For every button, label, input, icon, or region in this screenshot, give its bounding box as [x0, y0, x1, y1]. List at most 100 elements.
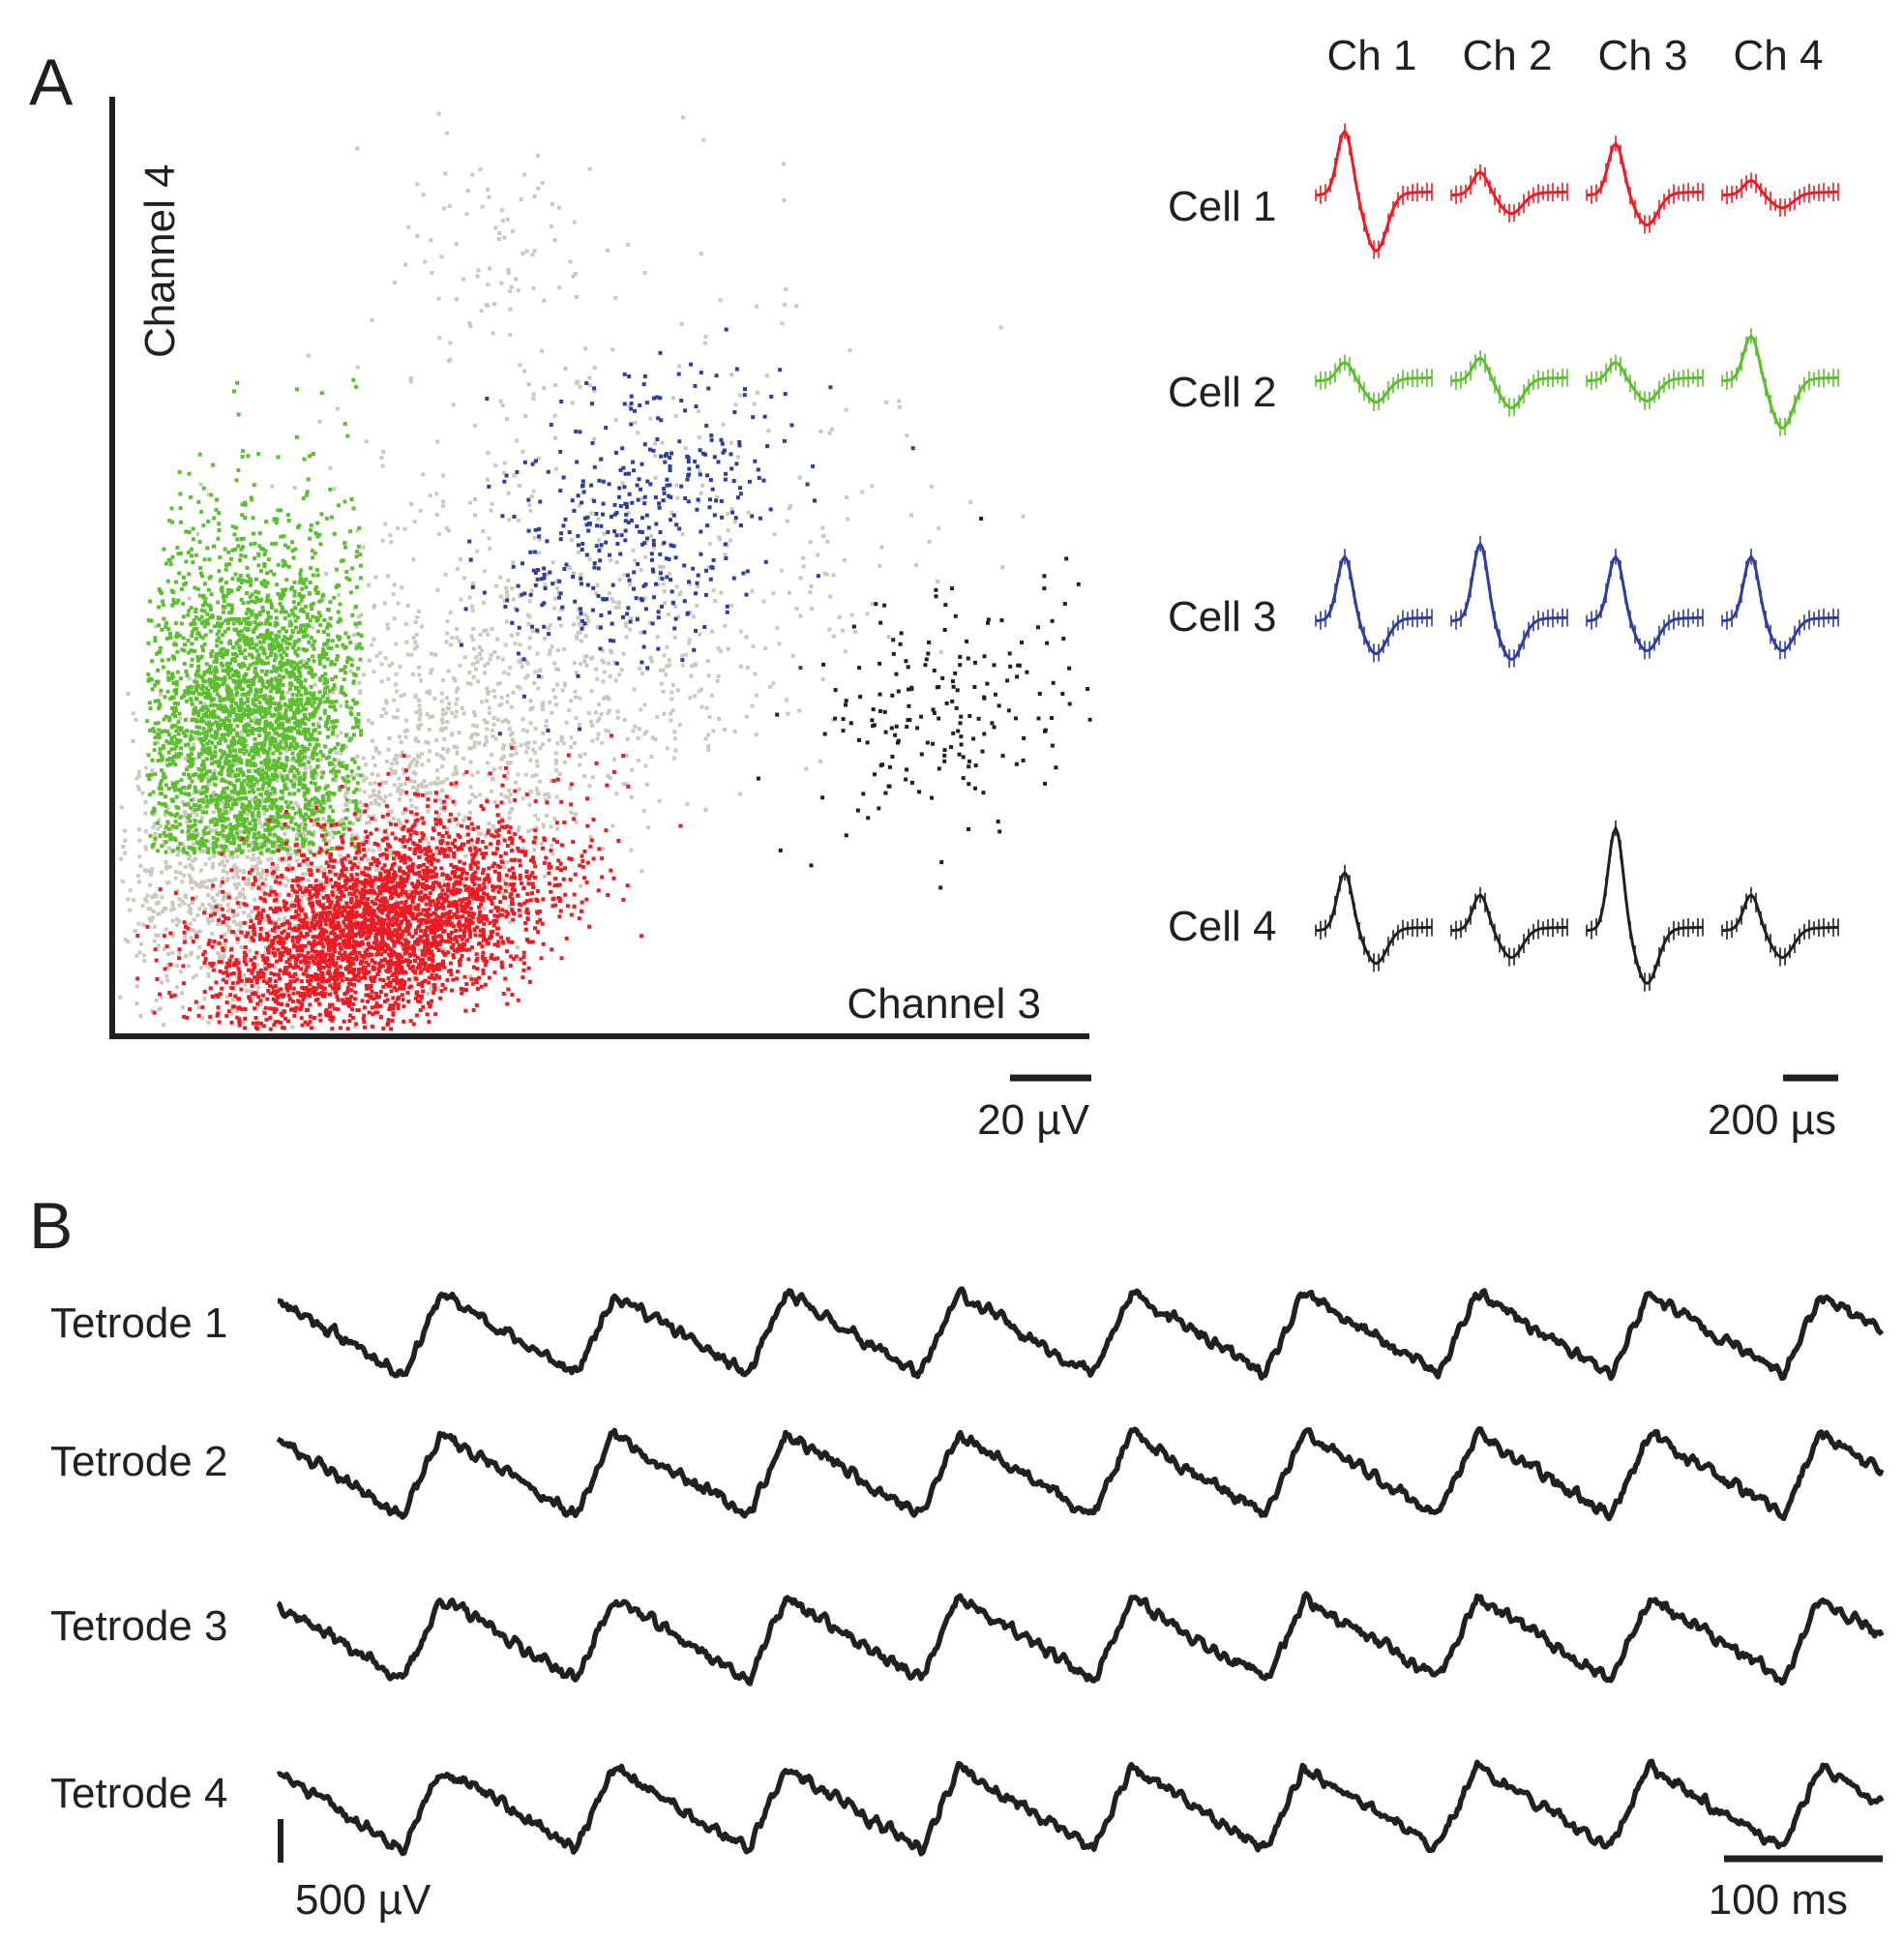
scatter-point [292, 721, 297, 726]
scatter-point [246, 729, 251, 732]
scatter-point [270, 642, 275, 646]
scatter-point [380, 538, 385, 543]
scatter-point [527, 614, 532, 619]
scatter-point [703, 736, 708, 741]
scatter-point [321, 817, 326, 821]
scatter-point [241, 634, 246, 638]
scatter-point [599, 712, 604, 717]
scatter-point [455, 745, 460, 750]
scatter-point [473, 423, 477, 428]
scatter-point [671, 756, 676, 761]
scatter-point [320, 594, 325, 599]
scatter-point [227, 713, 232, 718]
scatter-point [519, 196, 523, 201]
scatter-point [582, 752, 587, 757]
scatter-point [592, 436, 597, 441]
scatter-point [184, 670, 189, 673]
scatter-point [241, 892, 246, 897]
scatter-point [699, 252, 703, 256]
scatter-point [202, 642, 207, 646]
scatter-point [140, 791, 145, 795]
scatter-point [325, 685, 330, 690]
scatter-point [243, 693, 248, 698]
scatter-point [209, 905, 214, 910]
scatter-point [229, 825, 234, 830]
scatter-point [288, 847, 293, 851]
scatter-point [235, 854, 240, 859]
scatter-point [706, 565, 711, 570]
scatter-point [271, 918, 276, 923]
scatter-point [351, 776, 356, 781]
scatter-point [761, 599, 766, 604]
scatter-point [354, 384, 359, 389]
scatter-point [205, 769, 210, 774]
scatter-point [200, 743, 205, 748]
scatter-point [258, 1002, 263, 1007]
scatter-point [206, 587, 211, 592]
scatter-point [232, 783, 236, 788]
scatter-point [592, 389, 597, 394]
scatter-point [136, 827, 141, 832]
scatter-point [427, 728, 431, 732]
scatter-point [541, 701, 546, 705]
scatter-point [606, 710, 610, 715]
scatter-point [484, 739, 489, 744]
scatter-point [145, 773, 150, 778]
scatter-point [413, 695, 418, 700]
scatter-point [377, 867, 382, 872]
scatter-point [555, 741, 560, 746]
scatter-point [546, 791, 550, 796]
scatter-point [723, 623, 728, 628]
scatter-point [333, 769, 338, 774]
scatter-point [574, 295, 579, 299]
scatter-point [365, 956, 370, 960]
scatter-point [217, 851, 222, 855]
scatter-point [170, 554, 175, 559]
scatter-point [381, 799, 386, 803]
scatter-point [607, 729, 611, 733]
scatter-point [677, 592, 682, 597]
scatter-point [166, 952, 171, 956]
scatter-point [320, 794, 325, 799]
scatter-point [475, 770, 480, 775]
scatter-point [232, 532, 237, 537]
scatter-point [242, 751, 247, 756]
scatter-point [188, 826, 193, 831]
scatter-point [512, 740, 517, 745]
scatter-point [198, 929, 202, 934]
scatter-point [535, 759, 539, 763]
scatter-point [198, 789, 203, 793]
scatter-point [680, 653, 685, 658]
scatter-point [195, 586, 200, 591]
scatter-point [165, 805, 170, 810]
scatter-point [483, 742, 488, 747]
scatter-point [191, 823, 195, 828]
scatter-point [623, 621, 628, 626]
scatter-point [372, 792, 376, 797]
scatter-point [227, 832, 232, 837]
scatter-point [237, 868, 242, 873]
scatter-point [150, 659, 155, 664]
scatter-point [189, 698, 193, 702]
scatter-point [237, 639, 242, 643]
scatter-point [282, 675, 285, 679]
scatter-point [342, 794, 347, 799]
scatter-point [289, 664, 294, 669]
scatter-point [326, 727, 331, 732]
scatter-point [547, 794, 551, 799]
scatter-point [300, 586, 305, 591]
scatter-point [491, 331, 495, 336]
scatter-point [511, 560, 516, 565]
scatter-point [636, 431, 640, 435]
scatter-point [373, 818, 378, 822]
scatter-point [511, 597, 516, 602]
scatter-point [412, 520, 417, 524]
scatter-point [440, 764, 445, 769]
scatter-point [312, 728, 317, 732]
scatter-point [548, 648, 552, 653]
scatter-point [525, 661, 530, 666]
scatter-point [771, 681, 776, 686]
scatter-point [152, 809, 157, 814]
scatter-point [237, 739, 241, 744]
scatter-point [312, 736, 316, 741]
